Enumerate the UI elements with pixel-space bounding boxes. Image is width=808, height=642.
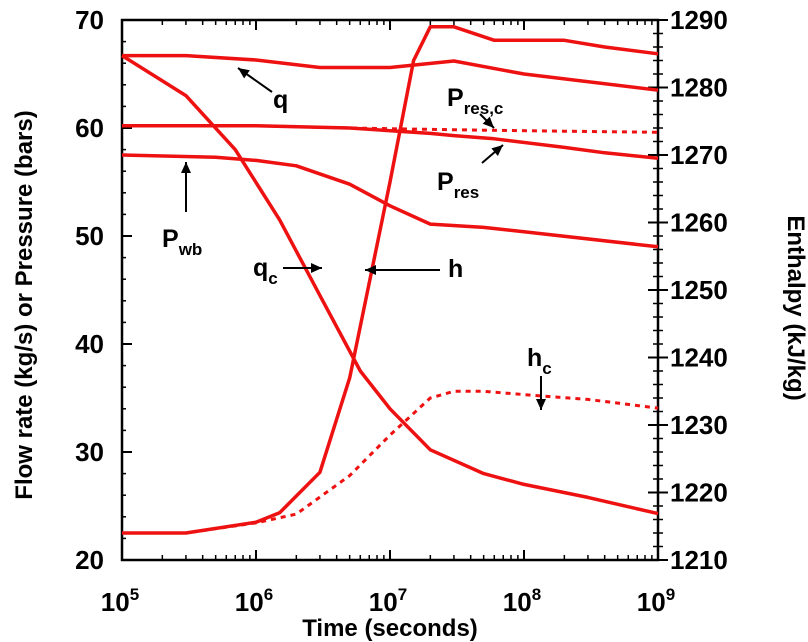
x-tick-base: 10 xyxy=(101,587,130,617)
x-tick-exponent: 9 xyxy=(666,585,675,604)
annotation-arrow-head xyxy=(181,162,191,173)
series-line xyxy=(121,153,659,249)
y-right-tick-label: 1220 xyxy=(670,478,728,508)
annotation-main: q xyxy=(253,254,268,282)
x-tick-exponent: 7 xyxy=(398,585,407,604)
annotation-main: q xyxy=(273,86,288,114)
annotation-main: P xyxy=(447,84,464,112)
annotation-subscript: res,c xyxy=(464,99,504,118)
annotation-arrow-head xyxy=(491,145,503,156)
annotation-label: h xyxy=(448,255,463,283)
y-axis-right-label: Enthalpy (kJ/kg) xyxy=(782,215,808,400)
annotation-main: P xyxy=(162,225,179,253)
annotation-arrow-head xyxy=(536,399,546,410)
series-line xyxy=(122,53,659,92)
series-layer xyxy=(121,25,659,535)
annotation-arrow-head xyxy=(365,265,376,275)
series-line xyxy=(122,124,659,160)
x-axis-label: Time (seconds) xyxy=(302,615,478,642)
annotation-main: h xyxy=(448,255,463,283)
y-axis-left-label: Flow rate (kg/s) or Pressure (bars) xyxy=(11,110,38,499)
annotation-label: Pwb xyxy=(162,225,202,259)
x-tick-base: 10 xyxy=(503,587,532,617)
plot-border xyxy=(120,18,660,562)
annotation-label: qc xyxy=(253,254,278,288)
annotation-arrow-head xyxy=(311,263,322,273)
x-tick-exponent: 8 xyxy=(532,585,541,604)
x-tick-base: 10 xyxy=(369,587,398,617)
annotation-label: Pres xyxy=(437,168,479,202)
y-axis-right: 1210 1220 1230 1240 1250 1260 1270 1280 1290 xyxy=(648,5,728,575)
series-line xyxy=(122,124,659,134)
series-line xyxy=(122,25,659,535)
plot-frame xyxy=(120,18,660,562)
series-line xyxy=(122,389,659,535)
annotation-subscript: c xyxy=(542,359,551,378)
x-tick-label: 107 xyxy=(369,585,407,617)
annotation-subscript: res xyxy=(454,183,480,202)
x-tick-base: 10 xyxy=(235,587,264,617)
annotation-arrow-head xyxy=(482,116,494,128)
y-left-tick-label: 70 xyxy=(75,5,104,35)
y-right-tick-label: 1230 xyxy=(670,410,728,440)
y-right-tick-label: 1260 xyxy=(670,208,728,238)
annotation-main: h xyxy=(527,344,542,372)
y-axis-left: 20 30 40 50 60 70 xyxy=(75,5,132,575)
annotation-label: q xyxy=(273,86,288,114)
annotation-label: Pres,c xyxy=(447,84,503,118)
x-tick-label: 105 xyxy=(101,585,139,617)
x-tick-label: 109 xyxy=(637,585,675,617)
x-tick-exponent: 6 xyxy=(264,585,273,604)
y-right-tick-label: 1290 xyxy=(670,5,728,35)
y-right-tick-label: 1250 xyxy=(670,275,728,305)
annotation-subscript: c xyxy=(268,269,277,288)
y-left-tick-label: 50 xyxy=(75,221,104,251)
y-left-tick-label: 20 xyxy=(75,545,104,575)
y-right-tick-label: 1270 xyxy=(670,140,728,170)
y-left-tick-label: 40 xyxy=(75,329,104,359)
y-left-tick-label: 30 xyxy=(75,437,104,467)
annotation-main: P xyxy=(437,168,454,196)
y-right-tick-label: 1280 xyxy=(670,73,728,103)
y-right-tick-label: 1210 xyxy=(670,545,728,575)
x-tick-exponent: 5 xyxy=(130,585,139,604)
x-tick-label: 106 xyxy=(235,585,273,617)
annotation-arrow-head xyxy=(238,68,250,79)
series-line xyxy=(121,54,659,516)
y-left-tick-label: 60 xyxy=(75,113,104,143)
annotation-subscript: wb xyxy=(178,240,203,259)
x-axis: 105 106 107 108 109 xyxy=(101,20,675,617)
x-tick-base: 10 xyxy=(637,587,666,617)
y-right-tick-label: 1240 xyxy=(670,343,728,373)
x-tick-label: 108 xyxy=(503,585,541,617)
annotation-label: hc xyxy=(527,344,552,378)
